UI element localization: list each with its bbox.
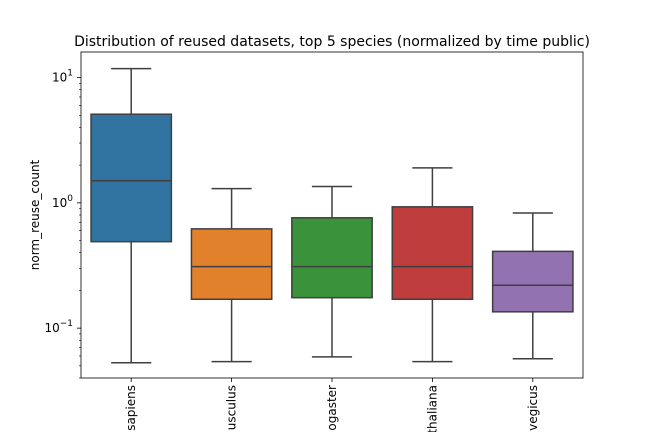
box-usculus: [190, 187, 273, 363]
interquartile-box: [491, 250, 574, 313]
x-tick-label: ogaster: [325, 385, 339, 431]
box-sapiens: [90, 67, 173, 364]
box-ogaster: [291, 185, 373, 358]
interquartile-box: [391, 206, 474, 301]
x-tick-label: usculus: [225, 385, 239, 430]
interquartile-box: [291, 217, 373, 299]
boxes-layer: [90, 67, 574, 364]
x-tick-label: vegicus: [526, 385, 540, 431]
box-vegicus: [491, 212, 574, 360]
y-axis-label: norm_reuse_count: [28, 159, 42, 270]
interquartile-box: [190, 228, 273, 301]
x-tick-label: thaliana: [425, 385, 439, 432]
x-axis: sapiens usculus ogaster thaliana vegicus: [124, 378, 540, 432]
interquartile-box: [90, 113, 173, 243]
box-thaliana: [391, 167, 474, 363]
chart-title: Distribution of reused datasets, top 5 s…: [74, 34, 590, 50]
x-tick-label: sapiens: [124, 385, 138, 431]
